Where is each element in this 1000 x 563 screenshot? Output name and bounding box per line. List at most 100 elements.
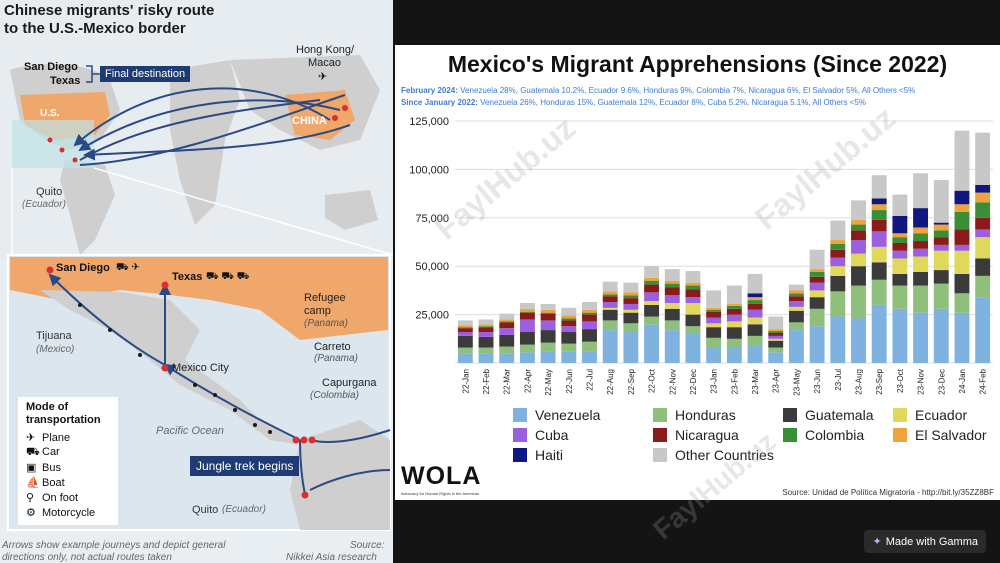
bar-segment — [768, 340, 784, 348]
bar-segment — [540, 312, 556, 314]
bar-segment — [768, 352, 784, 363]
bar-segment — [913, 285, 929, 313]
bus-icon: ▣ — [26, 462, 37, 474]
bar-segment — [478, 332, 494, 337]
bar-segment — [457, 347, 473, 354]
bar-segment — [747, 303, 763, 310]
bar-segment — [602, 294, 618, 297]
bar-segment — [644, 301, 660, 305]
plane-icon: ✈ — [318, 71, 328, 83]
x-tick-label: 22-Sep — [627, 368, 636, 394]
bar-segment — [602, 309, 618, 321]
bar-segment — [747, 324, 763, 336]
made-with-gamma-badge[interactable]: ✦ Made with Gamma — [864, 530, 986, 553]
bar-segment — [871, 219, 887, 232]
bar-segment — [933, 230, 949, 238]
south-america-shape — [60, 160, 115, 255]
bar-segment — [623, 303, 639, 310]
bar-segment — [809, 326, 825, 363]
subtitle-feb-text: Venezuela 28%, Guatemala 10.2%, Ecuador … — [457, 86, 916, 95]
bar-segment — [851, 230, 866, 241]
bar-segment — [892, 237, 908, 243]
legend-swatch — [783, 428, 797, 442]
gamma-sparkle-icon: ✦ — [872, 536, 882, 548]
bar-segment — [913, 208, 929, 228]
bar-segment — [582, 341, 597, 352]
bar-segment — [768, 338, 784, 341]
bar-segment — [706, 323, 722, 328]
bar-segment — [478, 324, 494, 327]
bar-segment — [623, 295, 639, 299]
motorcycle-icon: ⚙ — [26, 507, 36, 519]
bar-segment — [975, 192, 991, 203]
label-refugee-line2: camp — [304, 305, 331, 317]
bar-segment — [809, 276, 825, 283]
bar-segment — [561, 318, 577, 321]
bar-segment — [499, 313, 515, 320]
bar-segment — [851, 253, 866, 267]
bar-segment — [871, 304, 887, 363]
route-map-graphic — [0, 0, 393, 531]
y-tick-label: 125,000 — [409, 116, 449, 128]
bar-segment — [706, 309, 722, 312]
bar-segment — [644, 280, 660, 285]
bar-segment — [913, 312, 929, 363]
bar-segment — [644, 292, 660, 302]
bar-segment — [726, 308, 742, 315]
y-tick-label: 50,000 — [415, 261, 449, 273]
bar-segment — [664, 269, 680, 281]
bar-segment — [582, 314, 597, 322]
bar-segment — [457, 325, 473, 328]
bar-segment — [788, 296, 804, 302]
bar-segment — [457, 335, 473, 348]
map-title-line1: Chinese migrants' risky route — [4, 2, 215, 19]
legend-swatch — [893, 408, 907, 422]
bar-segment — [892, 308, 908, 363]
bar-segment — [851, 200, 866, 220]
bar-segment — [685, 302, 701, 315]
legend-swatch — [653, 428, 667, 442]
bar-segment — [499, 346, 515, 354]
chart-subtitle-jan: Since January 2022: Venezuela 26%, Hondu… — [401, 98, 866, 107]
bar-segment — [582, 302, 597, 310]
bar-segment — [685, 297, 701, 303]
bar-segment — [871, 262, 887, 280]
bar-segment — [871, 210, 887, 220]
bar-segment — [830, 257, 846, 267]
bar-segment — [851, 224, 866, 231]
label-refugee-country: (Panama) — [304, 318, 348, 329]
bar-segment — [747, 345, 763, 363]
bar-segment — [726, 314, 742, 322]
legend-swatch — [893, 428, 907, 442]
bar-segment — [602, 320, 618, 331]
route-map-panel: Chinese migrants' risky route to the U.S… — [0, 0, 393, 563]
label-sandiego-inset: San Diego — [56, 262, 110, 274]
bar-segment — [851, 240, 866, 254]
bar-segment — [788, 301, 804, 307]
legend-title-line1: Mode of — [26, 401, 69, 413]
bar-segment — [892, 194, 908, 216]
sandiego-mode-icons: ⛟ ✈ — [116, 262, 140, 273]
bar-segment — [457, 332, 473, 336]
bar-segment — [540, 320, 556, 331]
bar-segment — [892, 233, 908, 238]
bar-segment — [706, 307, 722, 310]
bar-segment — [830, 275, 846, 292]
bar-segment — [892, 215, 908, 234]
label-refugee-line1: Refugee — [304, 292, 346, 304]
y-tick-label: 25,000 — [415, 310, 449, 322]
bar-segment — [954, 312, 970, 363]
bar-segment — [540, 303, 556, 310]
bar-segment — [685, 326, 701, 334]
bar-segment — [623, 309, 639, 313]
bar-segment — [499, 353, 515, 363]
bar-segment — [892, 285, 908, 309]
bar-segment — [830, 291, 846, 317]
bar-segment — [830, 220, 846, 241]
bar-segment — [540, 330, 556, 343]
bar-segment — [519, 332, 535, 345]
bar-segment — [664, 320, 680, 331]
bar-segment — [809, 308, 825, 327]
bar-segment — [478, 347, 494, 354]
bar-segment — [933, 270, 949, 284]
